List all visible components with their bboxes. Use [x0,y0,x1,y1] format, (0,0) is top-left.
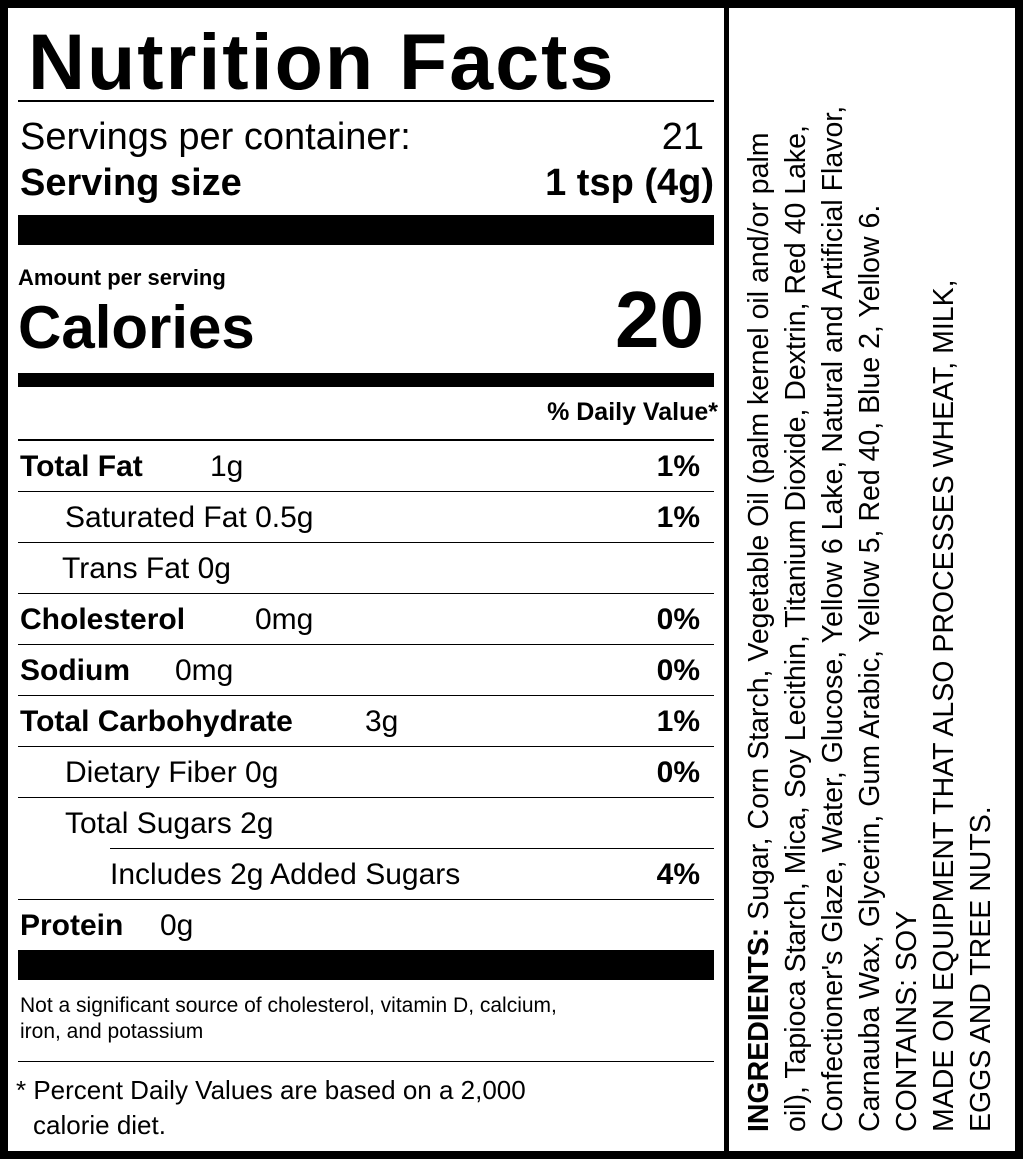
nutrient-name: Sodium [20,654,130,687]
medium-bar [18,373,714,387]
divider [18,695,714,696]
nutrient-row-protein: Protein 0g [18,900,714,950]
ingredients-line: oil), Tapioca Starch, Mica, Soy Lecithin… [780,125,812,1132]
equipment-warning: EGGS AND TREE NUTS. [965,806,997,1132]
footnote-line: calorie diet. [33,1110,166,1140]
equipment-warning: MADE ON EQUIPMENT THAT ALSO PROCESSES WH… [928,279,960,1132]
allergen-contains: CONTAINS: SOY [891,910,923,1132]
panel-divider [724,0,729,1159]
ingredients-label: INGREDIENTS: [743,927,775,1132]
footnote-line: * Percent Daily Values are based on a 2,… [16,1075,526,1105]
nutrient-amount: 3g [365,705,399,738]
thick-bar [18,215,714,245]
nutrient-amount: 0g [160,909,194,942]
nutrient-name: Saturated Fat 0.5g [65,501,314,534]
nutrient-dv: 0% [656,654,700,687]
nutrient-dv: 0% [656,603,700,636]
serving-size-label: Serving size [20,162,242,204]
nutrient-name: Includes 2g Added Sugars [110,858,461,891]
divider [18,746,714,747]
servings-label: Servings per container: [20,116,411,158]
calories-value: 20 [615,275,704,364]
nutrient-dv: 1% [656,501,700,534]
divider [18,797,714,798]
nutrient-amount: 0mg [255,603,314,636]
divider [18,100,714,102]
nutrient-name: Protein [20,909,124,942]
nutrient-row-total-sugars: Total Sugars 2g [18,798,714,848]
nutrient-row-cholesterol: Cholesterol 0mg 0% [18,594,714,644]
nutrient-dv: 1% [656,705,700,738]
note-line: iron, and potassium [20,1020,204,1043]
ingredients-panel: INGREDIENTS: Sugar, Corn Starch, Vegetab… [729,8,1015,1150]
daily-value-footnote: * Percent Daily Values are based on a 2,… [16,1073,526,1143]
nutrient-name: Total Carbohydrate [20,705,293,738]
ingredients-text: Sugar, Corn Starch, Vegetable Oil (palm … [743,132,775,928]
nutrient-row-total-fat: Total Fat 1g 1% [18,441,714,491]
amount-per-serving: Amount per serving [18,265,226,290]
divider [18,542,714,543]
servings-value: 21 [661,116,704,158]
nutrient-row-trans-fat: Trans Fat 0g [18,543,714,593]
divider [18,439,714,441]
divider [18,593,714,594]
nutrient-name: Dietary Fiber 0g [65,756,279,789]
divider [18,1061,714,1062]
nutrient-name: Total Sugars 2g [65,807,274,840]
label-title: Nutrition Facts [28,17,616,106]
divider [18,644,714,645]
nutrient-name: Total Fat [20,450,143,483]
thick-bar [18,950,714,980]
nutrient-row-sodium: Sodium 0mg 0% [18,645,714,695]
nutrient-amount: 0mg [175,654,234,687]
divider [18,491,714,492]
nutrient-name: Cholesterol [20,603,186,636]
ingredients-line: Confectioner's Glaze, Water, Glucose, Ye… [817,105,849,1132]
not-significant-note: Not a significant source of cholesterol,… [20,993,557,1045]
serving-size-value: 1 tsp (4g) [545,162,714,204]
nutrient-amount: 1g [210,450,244,483]
divider [18,899,714,900]
nutrient-dv: 4% [656,858,700,891]
ingredients-line: INGREDIENTS: Sugar, Corn Starch, Vegetab… [741,8,778,1132]
nutrient-name: Trans Fat 0g [62,552,231,585]
daily-value-header: % Daily Value* [547,398,718,426]
divider [110,848,714,849]
nutrient-row-added-sugars: Includes 2g Added Sugars 4% [18,849,714,899]
nutrient-row-total-carbohydrate: Total Carbohydrate 3g 1% [18,696,714,746]
calories-label: Calories [18,294,255,361]
nutrient-dv: 0% [656,756,700,789]
note-line: Not a significant source of cholesterol,… [20,994,557,1017]
nutrient-row-saturated-fat: Saturated Fat 0.5g 1% [18,492,714,542]
nutrient-row-dietary-fiber: Dietary Fiber 0g 0% [18,747,714,797]
ingredients-line: Carnauba Wax, Glycerin, Gum Arabic, Yell… [854,204,886,1132]
nutrient-dv: 1% [656,450,700,483]
